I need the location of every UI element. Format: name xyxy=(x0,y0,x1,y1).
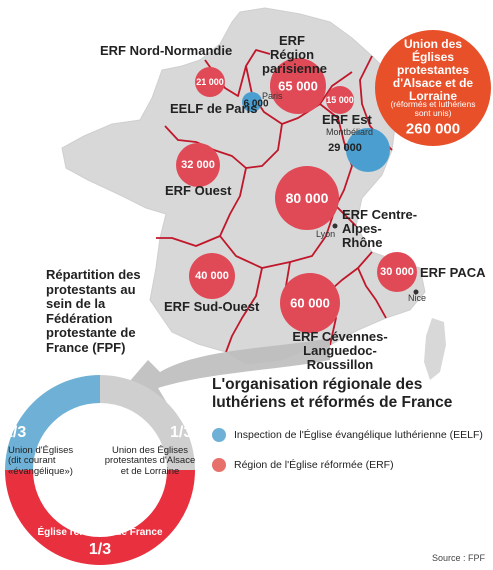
donut-caption: Répartition des protestants au sein de l… xyxy=(46,267,141,355)
bubble-eelf-paris xyxy=(242,92,262,112)
legend-dot-red xyxy=(212,458,226,472)
bubble-ouest xyxy=(176,143,220,187)
city-montbeliard: Montbéliard xyxy=(326,127,374,137)
label-paris-region: ERF Région parisienne xyxy=(262,33,328,77)
donut-chart xyxy=(5,375,195,565)
value-alsace-lorraine: 260 000 xyxy=(405,120,461,138)
bubble-montbeliard xyxy=(346,128,390,172)
value-sud-ouest: 40 000 xyxy=(195,270,229,282)
value-nord-normandie: 21 000 xyxy=(196,77,224,87)
legend-label-erf: Région de l'Église réformée (ERF) xyxy=(234,459,394,471)
bubble-paris-region xyxy=(270,58,326,114)
value-est: 15 000 xyxy=(326,95,354,105)
label-eelf-paris: EELF de Paris xyxy=(170,101,258,116)
label-sud-ouest: ERF Sud-Ouest xyxy=(164,299,260,314)
bubble-centre xyxy=(275,166,339,230)
legend-item-erf: Région de l'Église réformée (ERF) xyxy=(212,458,394,472)
bubble-sud-ouest xyxy=(189,253,235,299)
donut-eelf-label: Union d'Églises (dit courant «évangéliqu… xyxy=(8,445,74,477)
label-alsace-note: (réformés et luthériens sont unis) xyxy=(390,99,476,119)
city-lyon: Lyon xyxy=(316,229,336,239)
bubble-paca xyxy=(377,252,417,292)
city-paris: Paris xyxy=(262,91,283,101)
nice-marker xyxy=(413,289,419,295)
donut-segment-erf xyxy=(5,470,195,565)
legend-title: L'organisation régionale des luthériens … xyxy=(212,376,453,411)
donut-erf-fraction: 1/3 xyxy=(88,541,112,558)
value-paca: 30 000 xyxy=(380,266,414,278)
label-alsace-lorraine: Union des Églises protestantes d'Alsace … xyxy=(392,37,474,103)
pointer-arrow xyxy=(110,338,330,408)
donut-uepal-label: Union des Églises protestantes d'Alsace … xyxy=(104,445,196,477)
bubble-alsace-lorraine xyxy=(375,30,491,146)
legend-label-eelf: Inspection de l'Église évangélique luthé… xyxy=(234,429,483,441)
corsica xyxy=(424,318,446,380)
value-centre: 80 000 xyxy=(285,190,329,206)
label-est: ERF Est xyxy=(322,112,372,127)
donut-segment-uepal xyxy=(100,375,195,470)
bubble-est xyxy=(326,86,354,114)
city-nice: Nice xyxy=(408,293,427,303)
label-cevennes: ERF Cévennes- Languedoc- Roussillon xyxy=(292,329,388,373)
lyon-marker xyxy=(332,223,338,229)
value-paris-region: 65 000 xyxy=(278,78,318,94)
donut-uepal-fraction: 1/3 xyxy=(170,424,193,441)
value-eelf-paris: 6 000 xyxy=(243,98,269,110)
legend-item-eelf: Inspection de l'Église évangélique luthé… xyxy=(212,428,483,442)
bubble-nord-normandie xyxy=(195,67,225,97)
label-ouest: ERF Ouest xyxy=(165,183,232,198)
source-note: Source : FPF xyxy=(431,553,485,563)
donut-eelf-fraction: 1/3 xyxy=(4,424,27,441)
donut-erf-label: Église réformée de France xyxy=(37,527,163,538)
value-ouest: 32 000 xyxy=(181,159,215,171)
label-nord-normandie: ERF Nord-Normandie xyxy=(100,43,233,58)
label-paca: ERF PACA xyxy=(420,265,486,280)
legend-dot-blue xyxy=(212,428,226,442)
value-cevennes: 60 000 xyxy=(290,295,330,311)
donut-segment-eelf xyxy=(5,375,100,470)
bubble-cevennes xyxy=(280,273,340,333)
bubbles xyxy=(176,30,491,333)
value-montbeliard: 29 000 xyxy=(328,142,362,154)
label-centre: ERF Centre- Alpes-Rhône xyxy=(342,207,418,251)
